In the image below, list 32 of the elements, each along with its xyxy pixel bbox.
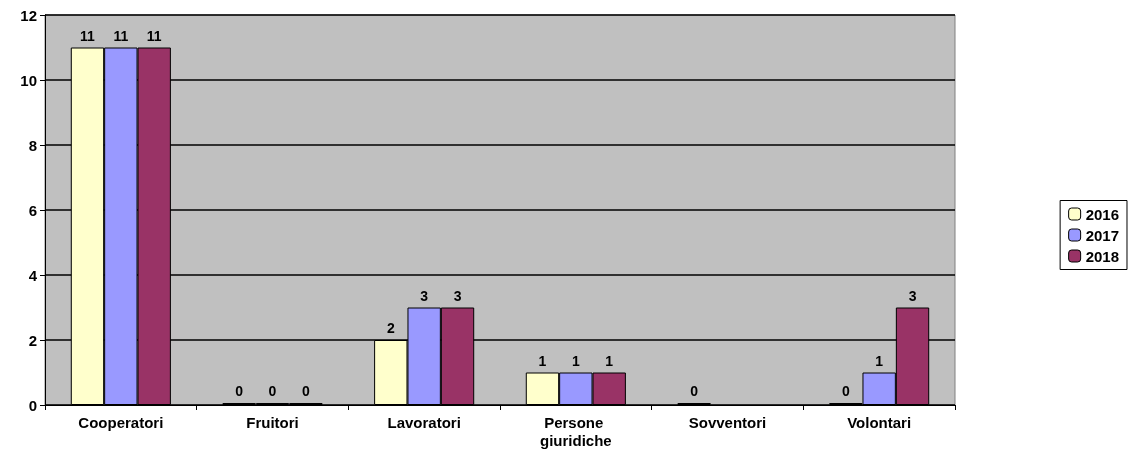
data-label: 0 <box>268 383 277 399</box>
data-label: 11 <box>146 27 162 44</box>
x-tick-label: Fruitori <box>246 413 299 431</box>
y-tick-label: 8 <box>28 136 37 154</box>
x-tick-label: Volontari <box>847 413 912 431</box>
data-label: 0 <box>301 383 310 399</box>
data-label: 2 <box>386 320 395 336</box>
x-tick-label: Lavoratori <box>387 413 461 431</box>
data-label: 0 <box>235 383 244 399</box>
data-label: 0 <box>690 383 699 399</box>
data-label: 1 <box>538 352 547 369</box>
data-label: 1 <box>571 352 580 369</box>
legend-label: 2017 <box>1085 226 1120 244</box>
data-label: 0 <box>841 383 850 399</box>
legend-label: 2016 <box>1085 205 1120 223</box>
x-tick-label: Sovventori <box>688 413 767 431</box>
data-label: 1 <box>875 352 884 369</box>
y-tick-label: 12 <box>20 6 37 24</box>
y-tick-label: 4 <box>28 266 38 284</box>
x-tick-label: Cooperatori <box>78 413 164 431</box>
x-tick-label: Persone giuridiche <box>539 413 612 449</box>
data-label: 11 <box>80 27 96 44</box>
data-label: 3 <box>453 287 462 304</box>
y-tick-label: 2 <box>28 331 37 349</box>
data-label: 3 <box>908 287 917 304</box>
y-tick-label: 0 <box>28 396 37 414</box>
data-label: 11 <box>113 27 129 44</box>
legend-label: 2018 <box>1085 247 1120 265</box>
data-label: 3 <box>420 287 429 304</box>
y-tick-label: 6 <box>28 201 37 219</box>
y-tick-label: 10 <box>20 71 37 89</box>
data-label: 1 <box>605 352 614 369</box>
